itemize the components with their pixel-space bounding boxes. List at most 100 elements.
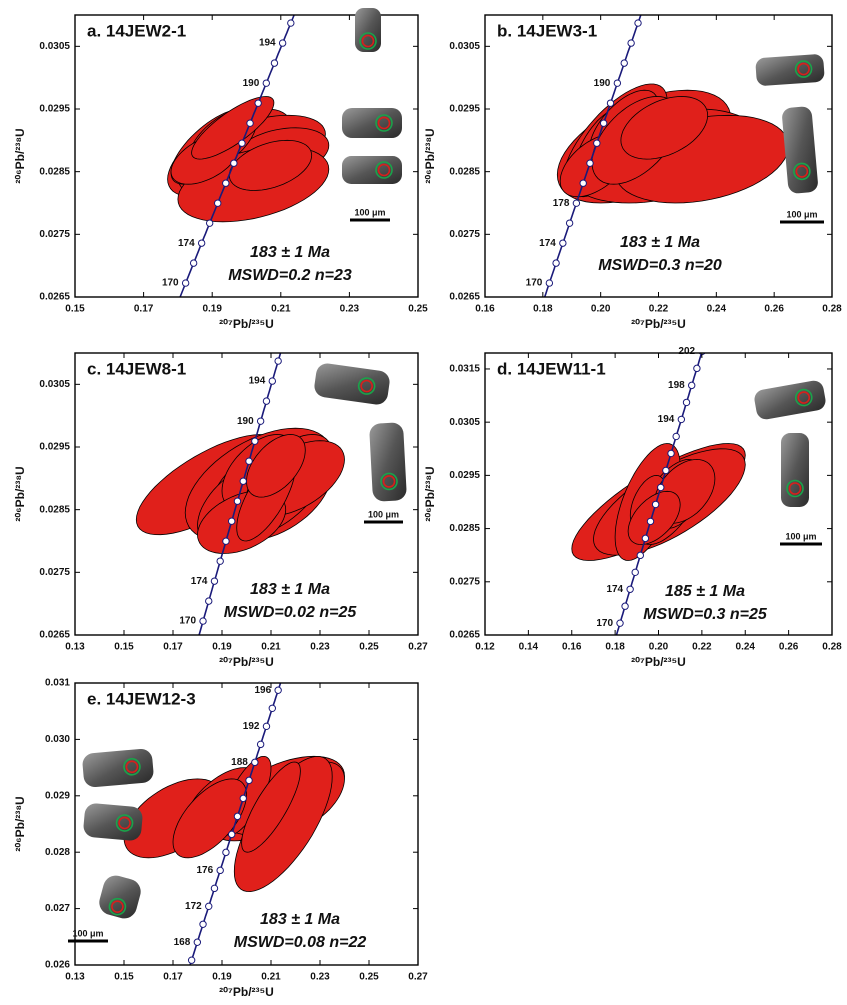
age-label: 170 bbox=[162, 278, 179, 289]
age-marker bbox=[704, 331, 710, 337]
age-result: 183 ± 1 Ma bbox=[250, 244, 330, 261]
panel: 1701741901940.130.150.170.190.210.230.25… bbox=[13, 318, 428, 669]
x-tick-label: 0.20 bbox=[649, 642, 669, 653]
age-marker bbox=[594, 140, 600, 146]
zircon-grain bbox=[355, 8, 381, 52]
age-marker bbox=[194, 939, 200, 945]
age-marker bbox=[263, 80, 269, 86]
y-axis-label: ²⁰⁶Pb/²³⁸U bbox=[13, 466, 27, 521]
zircon-image bbox=[753, 379, 827, 421]
x-tick-label: 0.23 bbox=[310, 642, 330, 653]
age-marker bbox=[228, 518, 234, 524]
age-marker bbox=[689, 382, 695, 388]
age-label: 178 bbox=[553, 198, 570, 209]
y-tick-label: 0.0305 bbox=[449, 417, 480, 428]
age-marker bbox=[635, 20, 641, 26]
age-marker bbox=[288, 20, 294, 26]
x-tick-label: 0.19 bbox=[202, 304, 222, 315]
age-marker bbox=[279, 40, 285, 46]
age-marker bbox=[188, 957, 194, 963]
age-label: 194 bbox=[249, 376, 266, 387]
zircon-image bbox=[781, 433, 809, 507]
y-tick-label: 0.027 bbox=[45, 903, 70, 914]
panel: 1701741781900.160.180.200.220.240.260.28… bbox=[423, 0, 842, 331]
x-tick-label: 0.28 bbox=[822, 304, 842, 315]
panel-title: c. 14JEW8-1 bbox=[87, 359, 186, 378]
age-marker bbox=[271, 60, 277, 66]
age-marker bbox=[240, 478, 246, 484]
age-marker bbox=[614, 80, 620, 86]
age-label: 188 bbox=[231, 757, 248, 768]
x-tick-label: 0.25 bbox=[359, 642, 379, 653]
x-tick-label: 0.17 bbox=[134, 304, 154, 315]
age-marker bbox=[566, 220, 572, 226]
zircon-grain bbox=[342, 156, 402, 184]
zircon-grain bbox=[753, 379, 827, 421]
scale-bar-label: 100 μm bbox=[368, 509, 399, 519]
age-result: 183 ± 1 Ma bbox=[250, 581, 330, 598]
x-tick-label: 0.25 bbox=[408, 304, 428, 315]
age-marker bbox=[637, 552, 643, 558]
age-marker bbox=[255, 100, 261, 106]
age-label: 196 bbox=[254, 685, 271, 696]
age-marker bbox=[247, 120, 253, 126]
age-marker bbox=[211, 885, 217, 891]
age-marker bbox=[668, 450, 674, 456]
zircon-image bbox=[82, 748, 155, 788]
y-tick-label: 0.0305 bbox=[39, 379, 70, 390]
age-marker bbox=[607, 654, 613, 660]
y-tick-label: 0.029 bbox=[45, 790, 70, 801]
age-marker bbox=[269, 378, 275, 384]
y-tick-label: 0.0305 bbox=[39, 41, 70, 52]
age-label: 170 bbox=[179, 616, 196, 627]
age-marker bbox=[223, 849, 229, 855]
zircon-image bbox=[83, 803, 144, 842]
age-marker bbox=[296, 0, 302, 6]
age-marker bbox=[188, 658, 194, 664]
age-marker bbox=[560, 240, 566, 246]
y-tick-label: 0.0275 bbox=[39, 229, 70, 240]
age-label: 170 bbox=[596, 618, 613, 629]
x-axis-label: ²⁰⁷Pb/²³⁵U bbox=[219, 985, 274, 999]
age-marker bbox=[194, 638, 200, 644]
age-label: 174 bbox=[178, 238, 195, 249]
x-tick-label: 0.19 bbox=[212, 972, 232, 983]
age-marker bbox=[257, 741, 263, 747]
age-marker bbox=[627, 586, 633, 592]
age-marker bbox=[546, 280, 552, 286]
age-marker bbox=[206, 903, 212, 909]
age-marker bbox=[269, 705, 275, 711]
y-tick-label: 0.0285 bbox=[449, 523, 480, 534]
age-marker bbox=[223, 180, 229, 186]
mswd-result: MSWD=0.2 n=23 bbox=[228, 267, 352, 284]
age-marker bbox=[580, 180, 586, 186]
y-tick-label: 0.0265 bbox=[39, 630, 70, 641]
y-tick-label: 0.0295 bbox=[39, 104, 70, 115]
age-marker bbox=[628, 40, 634, 46]
y-tick-label: 0.0285 bbox=[449, 166, 480, 177]
y-tick-label: 0.028 bbox=[45, 847, 70, 858]
age-label: 192 bbox=[243, 721, 260, 732]
y-tick-label: 0.0295 bbox=[39, 442, 70, 453]
panel-title: d. 14JEW11-1 bbox=[497, 359, 606, 378]
age-label: 190 bbox=[237, 416, 254, 427]
age-marker bbox=[642, 535, 648, 541]
x-tick-label: 0.13 bbox=[65, 972, 85, 983]
y-tick-label: 0.0265 bbox=[449, 292, 480, 303]
age-label: 174 bbox=[606, 584, 623, 595]
x-tick-label: 0.19 bbox=[212, 642, 232, 653]
age-marker bbox=[678, 416, 684, 422]
age-marker bbox=[287, 651, 293, 657]
y-tick-label: 0.030 bbox=[45, 734, 70, 745]
age-marker bbox=[673, 433, 679, 439]
y-tick-label: 0.026 bbox=[45, 960, 70, 971]
age-label: 168 bbox=[174, 937, 191, 948]
age-marker bbox=[617, 620, 623, 626]
age-marker bbox=[234, 498, 240, 504]
zircon-grain bbox=[342, 108, 402, 138]
x-tick-label: 0.17 bbox=[163, 972, 183, 983]
zircon-image bbox=[96, 873, 143, 921]
x-tick-label: 0.18 bbox=[533, 304, 553, 315]
age-marker bbox=[573, 200, 579, 206]
